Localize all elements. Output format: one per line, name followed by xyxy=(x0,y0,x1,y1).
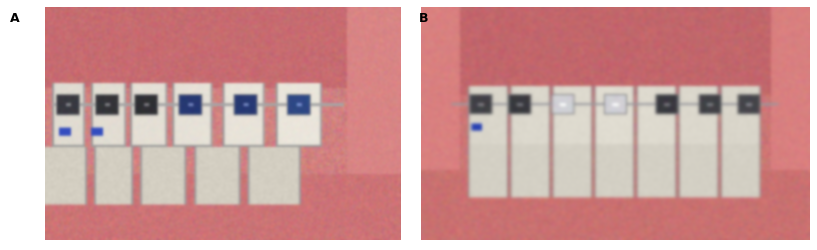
Text: B: B xyxy=(419,12,429,26)
Text: A: A xyxy=(10,12,20,26)
